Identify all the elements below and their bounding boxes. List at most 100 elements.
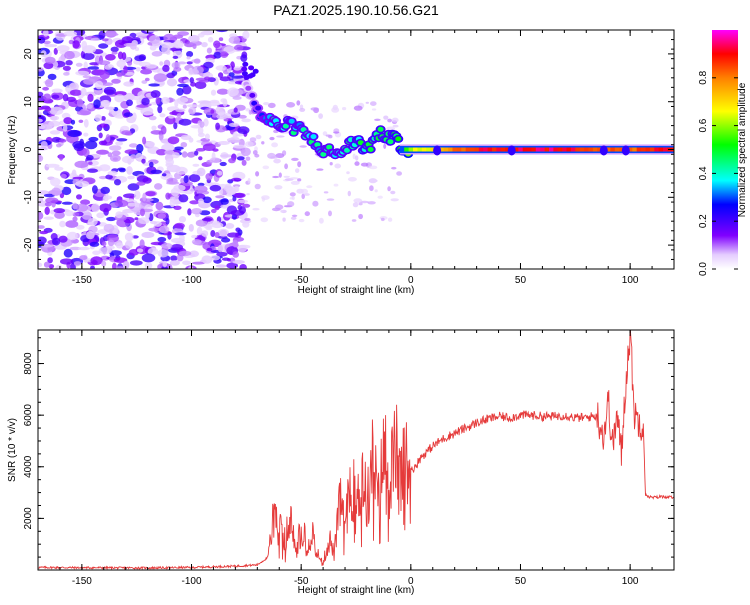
noise-blob [186,56,191,60]
y-tick-label: 0 [23,146,34,152]
noise-blob [296,100,301,106]
noise-blob [173,66,182,72]
noise-blob [105,106,115,110]
colorbar-tick-label: 0.2 [698,214,709,228]
noise-blob [64,210,74,217]
noise-blob [386,126,396,131]
noise-blob [99,71,110,80]
noise-blob [195,148,206,152]
noise-blob [178,118,192,126]
noise-blob [158,132,164,141]
noise-blob [208,101,221,107]
noise-blob [129,260,143,266]
noise-blob [38,118,43,123]
noise-blob [104,64,113,70]
noise-blob [105,54,116,61]
noise-blob [383,115,389,120]
noise-blob [245,141,254,148]
noise-blob [82,75,92,79]
noise-blob [254,183,261,190]
noise-blob [177,83,189,88]
noise-blob [161,173,167,177]
noise-blob [83,78,96,85]
ridge-point [326,144,333,150]
noise-blob [206,47,212,54]
noise-blob [89,241,100,247]
noise-blob [88,161,93,165]
noise-blob [188,34,200,43]
noise-blob [92,250,101,256]
noise-blob [53,47,58,55]
noise-blob [214,205,220,211]
band-segment [645,147,651,152]
noise-blob [165,158,175,166]
noise-blob [149,161,154,168]
noise-blob [215,65,227,71]
noise-blob [197,182,205,187]
noise-blob [115,266,125,269]
noise-blob [83,119,89,128]
noise-blob [176,87,184,96]
noise-blob [88,136,99,142]
noise-blob [180,142,188,148]
band-segment [492,147,497,152]
ridge-point [248,65,255,71]
noise-blob [136,98,142,106]
y-tick-label: 2000 [23,507,34,530]
noise-blob [79,255,88,261]
noise-blob [75,62,83,67]
band-segment [496,147,502,152]
noise-blob [107,239,115,247]
noise-blob [76,194,82,200]
ridge-point [395,136,402,142]
noise-blob [209,184,222,192]
noise-blob [87,168,98,173]
noise-blob [192,261,205,265]
noise-blob [245,156,251,161]
noise-blob [90,37,100,42]
noise-blob [383,143,387,149]
noise-blob [369,185,374,192]
noise-blob [286,102,296,108]
noise-blob [355,155,359,161]
noise-blob [199,121,205,128]
band-segment [531,147,537,152]
noise-blob [226,258,231,262]
y-tick-label: 8000 [23,352,34,375]
noise-blob [203,118,209,127]
noise-blob [174,222,185,229]
noise-blob [368,165,378,170]
noise-blob [71,169,77,177]
band-segment [500,147,506,152]
noise-blob [239,264,247,269]
noise-blob [232,260,245,264]
noise-blob [198,156,203,161]
noise-blob [45,78,54,88]
noise-blob [358,202,363,206]
noise-blob [297,178,302,182]
noise-blob [213,51,222,59]
noise-blob [98,140,108,146]
ridge-point [310,134,317,140]
band-segment [663,147,668,152]
noise-blob [134,55,146,62]
ridge-point [247,73,254,79]
noise-blob [38,225,45,229]
noise-blob [240,147,251,157]
band-segment [592,147,598,152]
noise-blob [188,137,194,143]
noise-blob [369,179,378,183]
noise-blob [289,197,294,200]
noise-blob [65,85,71,93]
noise-blob [191,234,198,239]
noise-blob [164,149,175,156]
noise-blob [227,87,239,97]
noise-blob [209,220,220,225]
noise-blob [73,261,82,266]
colorbar-tick-label: 0.6 [698,118,709,132]
noise-blob [326,198,335,201]
noise-blob [101,99,111,107]
noise-blob [221,237,231,243]
noise-blob [63,117,73,125]
